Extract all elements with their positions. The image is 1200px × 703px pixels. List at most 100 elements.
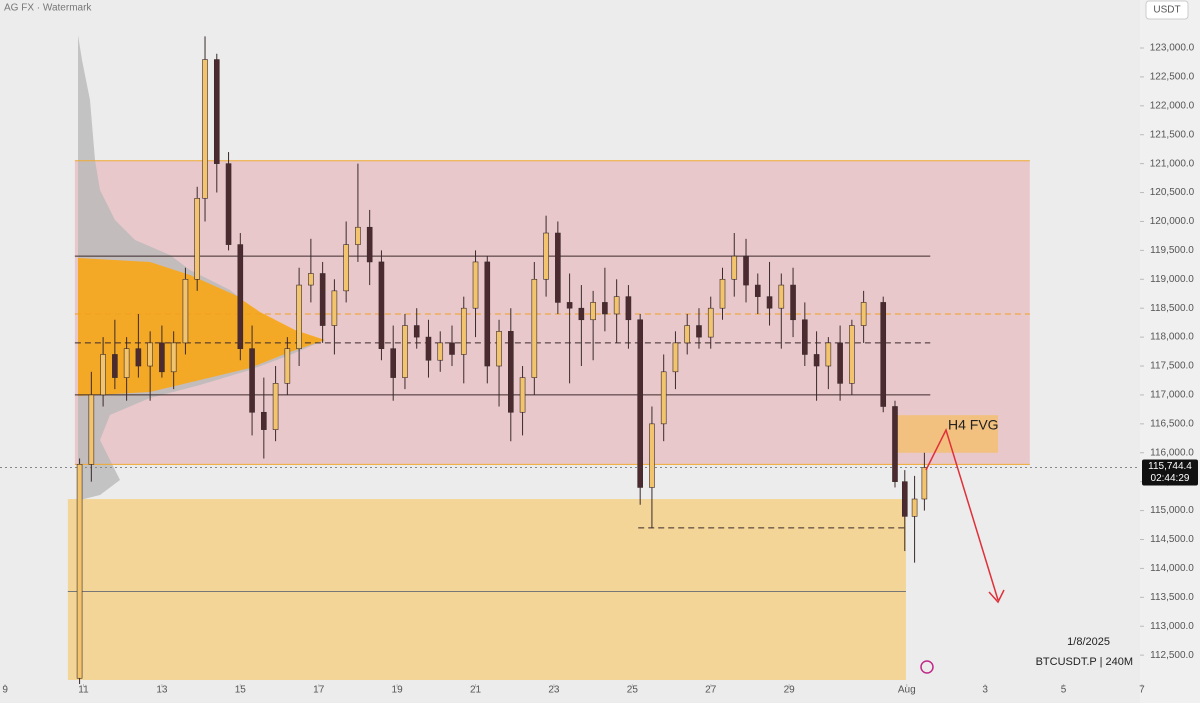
- x-tick-label: 25: [627, 685, 639, 696]
- y-tick-label: 123,000.0: [1150, 43, 1195, 54]
- candle-body: [731, 255, 738, 280]
- y-tick-label: 112,500.0: [1150, 650, 1194, 661]
- candle-body: [261, 411, 267, 430]
- currency-box[interactable]: [1145, 0, 1189, 20]
- y-tick-label: 122,500.0: [1150, 72, 1195, 83]
- candle-body: [813, 354, 820, 367]
- candle-body: [602, 302, 608, 315]
- candle-body: [472, 261, 479, 309]
- candle-body: [613, 296, 620, 315]
- candle-body: [578, 307, 585, 321]
- candle-body: [508, 331, 514, 413]
- x-tick-label: 27: [705, 685, 717, 696]
- candle-body: [425, 336, 432, 361]
- candle-body: [249, 348, 255, 413]
- candle-body: [272, 383, 279, 430]
- y-tick-label: 119,000.0: [1150, 274, 1194, 285]
- x-tick-label: 13: [156, 685, 168, 696]
- candle-body: [707, 307, 714, 338]
- candle-body: [660, 371, 667, 425]
- candle-body: [519, 377, 526, 413]
- candle-body: [366, 226, 373, 263]
- y-tick-label: 114,000.0: [1150, 563, 1194, 574]
- candle-body: [112, 354, 118, 378]
- candle-body: [182, 278, 189, 344]
- candle-body: [892, 406, 898, 482]
- x-tick-label: 15: [235, 685, 247, 696]
- candle-body: [743, 255, 749, 286]
- x-tick-label: 9: [2, 685, 8, 696]
- candle-body: [449, 342, 455, 355]
- candle-body: [684, 325, 691, 344]
- x-tick-label: Aug: [898, 685, 916, 696]
- candle-body: [921, 467, 928, 500]
- candle-body: [135, 348, 142, 367]
- candle-body: [860, 302, 867, 326]
- last-price-label: 115,744.4: [1148, 461, 1192, 472]
- candle-body: [778, 284, 785, 309]
- candle-body: [170, 342, 177, 373]
- candle-body: [531, 278, 538, 378]
- y-tick-label: 121,500.0: [1150, 129, 1195, 140]
- candle-body: [649, 423, 655, 488]
- candle-body: [319, 273, 326, 326]
- x-tick-label: 3: [982, 685, 988, 696]
- candle-body: [100, 354, 106, 396]
- candle-body: [696, 325, 702, 338]
- candle-body: [590, 302, 596, 321]
- candle-body: [378, 261, 385, 349]
- y-tick-label: 114,500.0: [1150, 534, 1194, 545]
- y-tick-label: 116,000.0: [1150, 447, 1194, 458]
- y-tick-label: 122,000.0: [1150, 100, 1195, 111]
- x-tick-label: 11: [78, 685, 89, 696]
- zones: [67, 160, 1030, 680]
- currency: USDT: [1153, 5, 1180, 16]
- candle-body: [566, 302, 573, 309]
- candle-body: [766, 296, 773, 309]
- countdown: 02:44:29: [1151, 473, 1190, 484]
- x-tick-label: 19: [392, 685, 404, 696]
- levels: [0, 160, 1140, 593]
- candle-body: [355, 226, 361, 245]
- x-tick-label: 5: [1061, 685, 1067, 696]
- candle-body: [202, 59, 208, 199]
- replay-icon[interactable]: [920, 660, 934, 674]
- candle-body: [296, 284, 302, 349]
- candle-body: [331, 290, 338, 326]
- candle-body: [237, 244, 244, 349]
- candle-body: [837, 342, 843, 384]
- y-tick-label: 119,500.0: [1150, 245, 1194, 256]
- x-tick-label: 21: [470, 685, 482, 696]
- candle-body: [147, 342, 153, 367]
- y-tick-label: 115,000.0: [1150, 505, 1194, 516]
- candles: [76, 36, 928, 685]
- candle-body: [849, 325, 855, 384]
- candle-body: [437, 342, 444, 361]
- candle-body: [672, 342, 679, 373]
- x-tick-label: 29: [784, 685, 796, 696]
- candle-body: [555, 232, 561, 303]
- candle-body: [123, 348, 130, 378]
- y-tick-label: 118,500.0: [1150, 303, 1194, 314]
- y-tick-label: 117,000.0: [1150, 390, 1194, 401]
- last-price-tag: [1142, 459, 1198, 486]
- date: 1/8/2025: [1067, 636, 1110, 648]
- candle-body: [308, 273, 314, 286]
- candle-body: [159, 342, 165, 373]
- candle-body: [880, 302, 887, 407]
- candle-body: [719, 278, 726, 309]
- y-tick-label: 113,500.0: [1150, 592, 1194, 603]
- symbol: BTCUSDT.P | 240M: [1036, 656, 1133, 668]
- candle-body: [543, 232, 549, 280]
- y-tick-label: 117,500.0: [1150, 361, 1194, 372]
- y-tick-label: 116,500.0: [1150, 418, 1194, 429]
- candle-body: [484, 261, 491, 367]
- candle-body: [88, 394, 95, 465]
- candle-body: [390, 348, 396, 378]
- y-tick-label: 120,500.0: [1150, 187, 1195, 198]
- candle-body: [413, 325, 420, 338]
- x-tick-label: 23: [548, 685, 560, 696]
- candle-body: [625, 296, 632, 321]
- candle-body: [213, 59, 220, 164]
